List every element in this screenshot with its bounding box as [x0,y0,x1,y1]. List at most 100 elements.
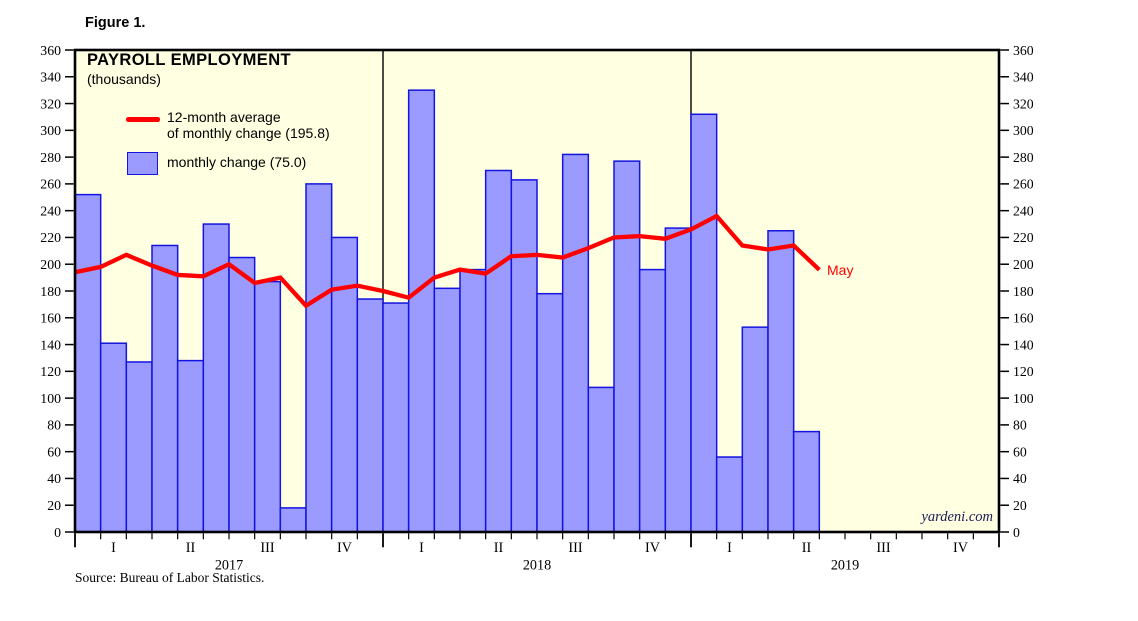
legend-line-label-row1: 12-month average [167,109,281,125]
bar [587,386,615,533]
watermark-yardeni: yardeni.com [921,509,993,525]
bar [228,256,256,533]
quarter-label: III [876,540,890,556]
y-tick-label-left: 60 [47,444,61,459]
bar [715,456,744,533]
y-tick-label-left: 140 [40,337,61,352]
quarter-label: II [186,540,196,556]
y-tick-label-right: 120 [1013,364,1034,379]
y-tick-label-right: 40 [1013,471,1027,486]
quarter-label: I [419,540,424,556]
bar [330,236,359,533]
y-tick-label-left: 20 [47,498,61,513]
bar [561,153,590,533]
legend-bar-swatch [127,152,158,175]
bar [99,342,128,533]
y-tick-label-right: 340 [1013,70,1034,85]
legend-bar-label: monthly change (75.0) [167,154,307,170]
bar [151,244,179,533]
legend-line-swatch [126,117,160,122]
bar [253,280,282,533]
quarter-label: III [568,540,582,556]
y-tick-label-right: 360 [1013,43,1034,58]
legend-line-label-row2: of monthly change (195.8) [167,124,330,141]
plot-frame [73,48,1001,534]
bar [741,326,769,533]
y-tick-label-left: 220 [40,230,61,245]
y-tick-label-right: 240 [1013,203,1034,218]
y-tick-label-right: 60 [1013,444,1027,459]
bar [74,193,102,533]
bar [510,179,538,533]
legend-line-label: 12-month average of monthly change (195.… [167,109,330,141]
bar [792,430,821,533]
y-tick-label-right: 100 [1013,391,1034,406]
year-label: 2018 [523,558,551,574]
y-tick-label-right: 300 [1013,123,1034,138]
quarter-label: IV [953,540,969,556]
bar [382,302,410,533]
bar [433,287,461,533]
y-tick-label-right: 260 [1013,177,1034,192]
quarter-label: IV [337,540,353,556]
y-tick-label-left: 260 [40,177,61,192]
y-tick-label-left: 100 [40,391,61,406]
chart-title: PAYROLL EMPLOYMENT [87,51,291,69]
y-tick-label-right: 220 [1013,230,1034,245]
bar [484,169,513,533]
y-tick-label-right: 20 [1013,498,1027,513]
y-tick-label-right: 0 [1013,525,1020,540]
y-tick-label-left: 300 [40,123,61,138]
bar [613,160,641,533]
figure-label: Figure 1. [85,15,146,31]
bar [536,292,564,533]
y-tick-label-right: 180 [1013,284,1034,299]
y-tick-label-right: 80 [1013,418,1027,433]
quarter-label: III [260,540,274,556]
y-tick-label-right: 160 [1013,311,1034,326]
y-tick-label-left: 360 [40,43,61,58]
bar [279,507,307,533]
y-tick-label-left: 40 [47,471,61,486]
quarter-label: IV [645,540,661,556]
bar [407,89,436,533]
monthly-change-bars [74,89,821,533]
bar [638,268,667,533]
y-tick-label-left: 120 [40,364,61,379]
y-tick-label-right: 140 [1013,337,1034,352]
bar [125,361,153,533]
y-tick-label-right: 200 [1013,257,1034,272]
y-tick-label-left: 240 [40,203,61,218]
y-axis: 0 0 20 20 40 40 60 60 80 80 100 100 120 120 140 140 160 1… [40,43,1034,540]
quarter-label: II [802,540,812,556]
bar [356,298,384,533]
twelve-month-average-line [74,213,821,309]
y-tick-label-left: 80 [47,418,61,433]
y-tick-label-left: 320 [40,96,61,111]
y-tick-label-left: 160 [40,311,61,326]
quarter-label: I [111,540,116,556]
bar [767,230,795,533]
source-note: Source: Bureau of Labor Statistics. [75,570,265,585]
y-tick-label-left: 340 [40,70,61,85]
quarter-label: I [727,540,732,556]
year-label: 2017 [215,558,243,574]
bar [305,183,333,533]
bar [690,113,718,533]
y-tick-label-right: 280 [1013,150,1034,165]
y-tick-label-left: 280 [40,150,61,165]
y-tick-label-left: 180 [40,284,61,299]
y-tick-label-left: 0 [54,525,61,540]
bar [176,359,205,533]
may-annotation: May [827,262,854,278]
year-label: 2019 [831,558,859,574]
y-tick-label-left: 200 [40,257,61,272]
y-tick-label-right: 320 [1013,96,1034,111]
bar [459,268,487,533]
bar [664,227,692,533]
quarter-label: II [494,540,504,556]
chart-subtitle: (thousands) [87,71,161,87]
